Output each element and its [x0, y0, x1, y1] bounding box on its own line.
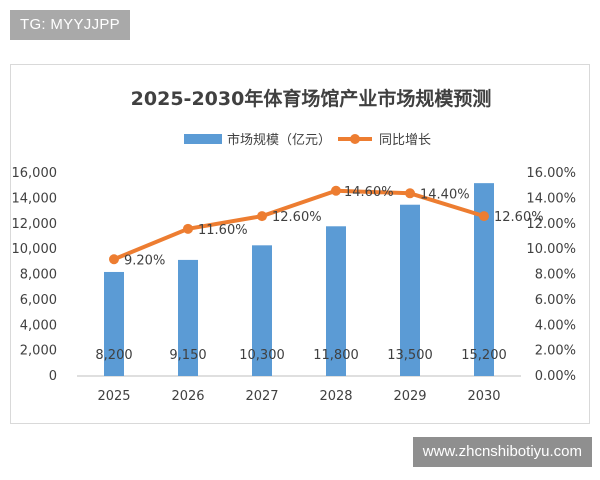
growth-point [479, 211, 489, 222]
bar-series [104, 183, 494, 376]
growth-point [405, 188, 415, 199]
bar-value-label: 15,200 [461, 348, 507, 363]
growth-point [109, 254, 119, 265]
left-tick-label: 8,000 [20, 268, 57, 283]
bar-value-label: 11,800 [313, 348, 359, 363]
x-tick-label: 2030 [467, 389, 500, 404]
right-tick-label: 2.00% [535, 344, 576, 359]
growth-value-label: 14.60% [344, 185, 394, 200]
left-tick-label: 6,000 [20, 293, 57, 308]
left-tick-label: 0 [49, 369, 57, 384]
x-tick-label: 2027 [245, 389, 278, 404]
legend-bar-swatch [184, 134, 222, 144]
line-series [109, 185, 489, 265]
growth-line [112, 188, 486, 262]
chart-svg: 2025-2030年体育场馆产业市场规模预测 市场规模（亿元） 同比增长 0 2,… [12, 87, 577, 404]
left-tick-label: 14,000 [12, 191, 58, 206]
right-tick-label: 12.00% [526, 217, 576, 232]
right-tick-label: 10.00% [526, 242, 576, 257]
line-data-labels: 9.20% 11.60% 12.60% 14.60% 14.40% 12.60% [124, 185, 544, 269]
bottom-watermark-tag: www.zhcnshibotiyu.com [412, 437, 592, 467]
legend-line-marker [350, 134, 360, 144]
left-axis: 0 2,000 4,000 6,000 8,000 10,000 12,000 14,000 1… [12, 166, 58, 384]
growth-point [183, 223, 193, 234]
chart-panel: 2025-2030年体育场馆产业市场规模预测 市场规模（亿元） 同比增长 0 2,… [10, 64, 590, 424]
left-tick-label: 16,000 [12, 166, 58, 181]
right-tick-label: 16.00% [526, 166, 576, 181]
bar-value-label: 10,300 [239, 348, 285, 363]
bar [400, 204, 420, 376]
left-tick-label: 10,000 [12, 242, 58, 257]
legend-bar-label: 市场规模（亿元） [227, 132, 331, 148]
right-tick-label: 6.00% [535, 293, 576, 308]
growth-value-label: 14.40% [420, 187, 470, 202]
growth-value-label: 11.60% [198, 223, 248, 238]
bar [326, 226, 346, 376]
right-tick-label: 8.00% [535, 268, 576, 283]
bar-value-label: 9,150 [169, 348, 206, 363]
x-axis: 2025 2026 2027 2028 2029 2030 [97, 389, 500, 404]
bar-data-labels: 8,200 9,150 10,300 11,800 13,500 15,200 [95, 348, 506, 363]
x-tick-label: 2026 [171, 389, 204, 404]
bar-value-label: 8,200 [95, 348, 132, 363]
left-tick-label: 4,000 [20, 318, 57, 333]
legend-line-label: 同比增长 [379, 133, 431, 148]
left-tick-label: 2,000 [20, 344, 57, 359]
bar-value-label: 13,500 [387, 348, 433, 363]
right-axis: 0.00% 2.00% 4.00% 6.00% 8.00% 10.00% 12.00% 14.… [526, 166, 576, 384]
legend: 市场规模（亿元） 同比增长 [184, 132, 431, 148]
growth-value-label: 12.60% [494, 210, 544, 225]
bar [178, 259, 198, 376]
growth-value-label: 9.20% [124, 253, 165, 268]
growth-value-label: 12.60% [272, 210, 322, 225]
bar [474, 183, 494, 376]
right-tick-label: 4.00% [535, 318, 576, 333]
top-watermark-tag: TG: MYYJJPP [10, 10, 130, 40]
left-tick-label: 12,000 [12, 217, 58, 232]
right-tick-label: 0.00% [535, 369, 576, 384]
growth-point [331, 185, 341, 196]
x-tick-label: 2028 [319, 389, 352, 404]
x-tick-label: 2025 [97, 389, 130, 404]
bar [252, 245, 272, 376]
bar [104, 271, 124, 376]
growth-point [257, 211, 267, 222]
right-tick-label: 14.00% [526, 191, 576, 206]
chart-title: 2025-2030年体育场馆产业市场规模预测 [131, 87, 492, 110]
x-tick-label: 2029 [393, 389, 426, 404]
